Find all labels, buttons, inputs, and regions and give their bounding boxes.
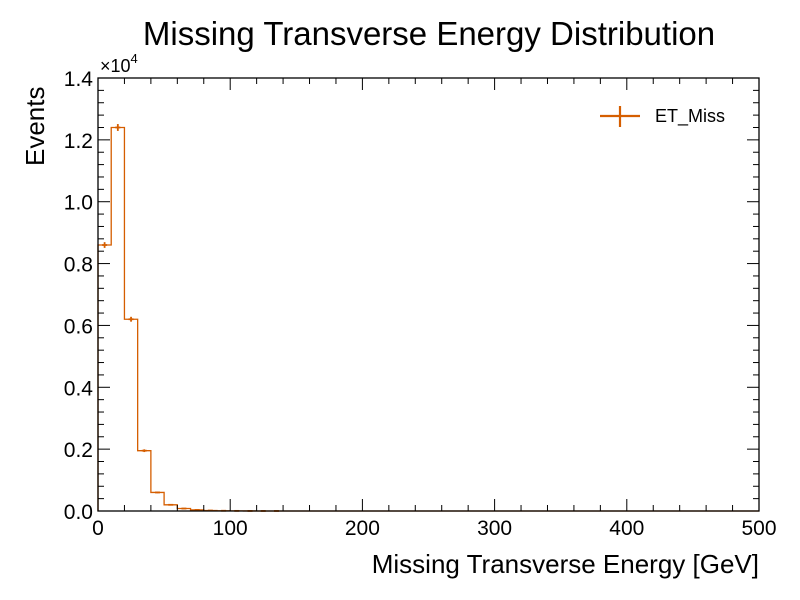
plot-frame <box>97 77 760 512</box>
legend: ET_Miss <box>600 106 725 127</box>
x-tick-label: 300 <box>477 517 512 540</box>
y-tick-label: 0.2 <box>64 439 93 462</box>
legend-label: ET_Miss <box>655 106 725 127</box>
y-tick-label: 1.2 <box>64 130 93 153</box>
y-tick-label: 1.0 <box>64 192 93 215</box>
x-tick-label: 100 <box>213 517 248 540</box>
histogram-bin <box>124 319 137 511</box>
y-axis-label: Events <box>20 87 50 167</box>
histogram-bin <box>98 245 111 511</box>
histogram-bin <box>138 451 151 511</box>
x-tick-label: 200 <box>345 517 380 540</box>
x-tick-label: 500 <box>741 517 776 540</box>
histogram-bin <box>164 505 177 511</box>
y-axis-multiplier: ×104 <box>100 51 138 76</box>
y-tick-label: 0.6 <box>64 315 93 338</box>
histogram-bin <box>151 492 164 511</box>
y-multiplier-base: ×10 <box>100 56 131 76</box>
histogram-step-line <box>97 126 759 512</box>
x-tick-label: 400 <box>609 517 644 540</box>
y-tick-label: 0.0 <box>64 501 93 524</box>
y-tick-label: 0.4 <box>64 377 94 400</box>
plot-area: 0 100 200 300 400 500 0.0 0.2 0.4 0.6 0.8 1.0 1.2 1.4 <box>64 68 777 540</box>
y-tick-label: 0.8 <box>64 254 93 277</box>
x-axis-label: Missing Transverse Energy [GeV] <box>372 549 759 579</box>
histogram-bin <box>111 127 124 511</box>
chart-title: Missing Transverse Energy Distribution <box>143 15 715 52</box>
x-tick-label: 0 <box>92 517 104 540</box>
y-tick-label: 1.4 <box>64 68 94 91</box>
y-multiplier-exponent: 4 <box>131 51 138 66</box>
